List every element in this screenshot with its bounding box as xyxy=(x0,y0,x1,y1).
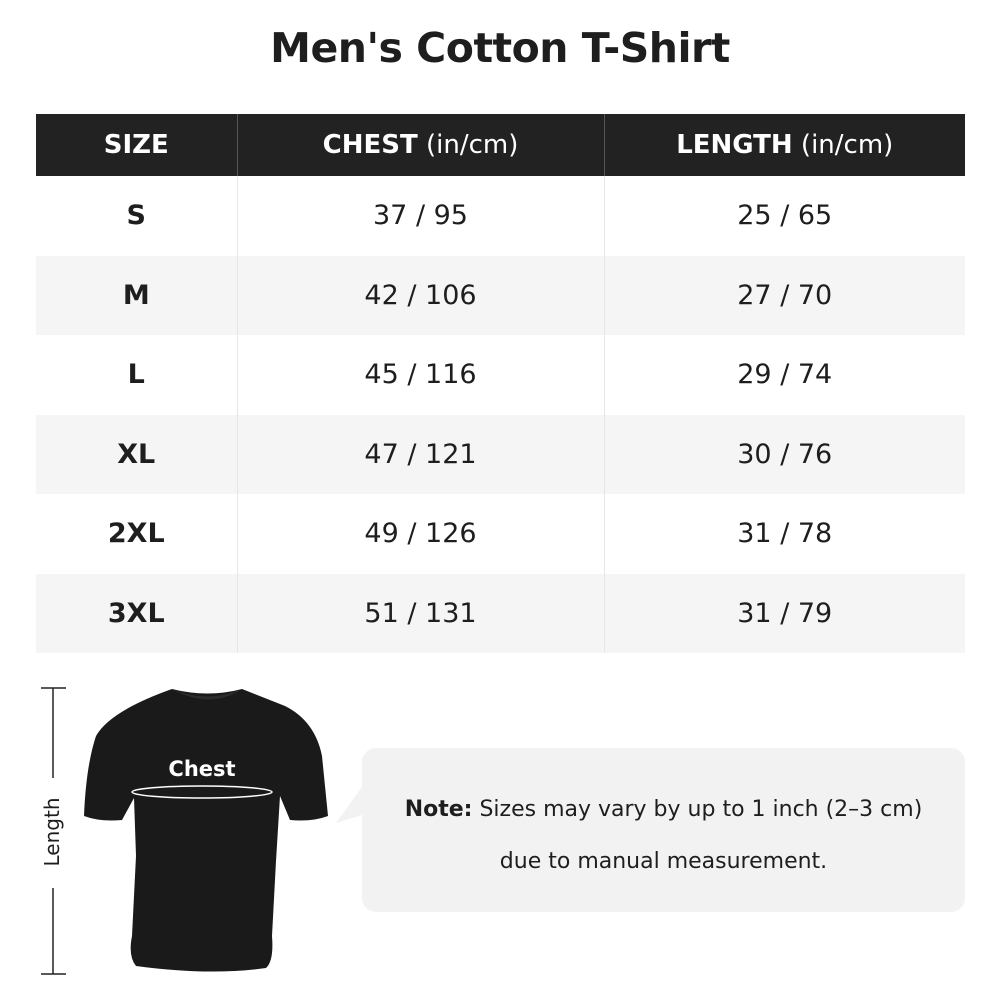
chest-measure-ellipse xyxy=(131,785,273,799)
table-row: 3XL 51 / 131 31 / 79 xyxy=(36,573,965,653)
header-unit: (in/cm) xyxy=(792,130,894,160)
chest-cell: 51 / 131 xyxy=(237,573,605,653)
size-chart-table: SIZE CHEST (in/cm) LENGTH (in/cm) S 37 / … xyxy=(36,114,965,653)
length-cell: 30 / 76 xyxy=(604,414,965,494)
size-cell: L xyxy=(36,335,238,415)
size-cell: M xyxy=(36,255,238,335)
size-cell: 3XL xyxy=(36,573,238,653)
page-title: Men's Cotton T-Shirt xyxy=(270,24,730,72)
table-row: XL 47 / 121 30 / 76 xyxy=(36,414,965,494)
header-label: CHEST xyxy=(322,130,418,160)
note-line-2: due to manual measurement. xyxy=(499,849,828,874)
table-row: L 45 / 116 29 / 74 xyxy=(36,335,965,415)
header-label: LENGTH xyxy=(676,130,793,160)
table-row: 2XL 49 / 126 31 / 78 xyxy=(36,494,965,574)
speech-bubble-tail xyxy=(336,787,362,823)
length-label: Length xyxy=(40,797,64,867)
length-measure-line xyxy=(41,687,66,975)
tshirt-image xyxy=(84,689,328,972)
size-cell: XL xyxy=(36,414,238,494)
length-cell: 31 / 79 xyxy=(604,573,965,653)
header-unit: (in/cm) xyxy=(417,130,519,160)
length-cell: 27 / 70 xyxy=(604,255,965,335)
header-size: SIZE xyxy=(36,114,238,176)
note-line-1: Note: Sizes may vary by up to 1 inch (2–… xyxy=(362,784,965,836)
note-label: Note: xyxy=(404,797,473,822)
size-cell: S xyxy=(36,176,238,256)
chest-cell: 37 / 95 xyxy=(237,176,605,256)
table-row: M 42 / 106 27 / 70 xyxy=(36,255,965,335)
length-cell: 31 / 78 xyxy=(737,518,833,550)
note-text: Sizes may vary by up to 1 inch (2–3 cm) xyxy=(472,797,923,822)
table-header-row: SIZE CHEST (in/cm) LENGTH (in/cm) xyxy=(36,114,965,176)
header-length: LENGTH (in/cm) xyxy=(604,114,965,176)
chest-label: Chest xyxy=(168,757,236,781)
chest-cell: 45 / 116 xyxy=(237,335,605,415)
header-label: SIZE xyxy=(103,130,169,160)
length-cell: 29 / 74 xyxy=(737,359,833,391)
size-cell: 2XL xyxy=(36,494,238,574)
tshirt-shape xyxy=(84,689,328,972)
table-row: S 37 / 95 25 / 65 xyxy=(36,176,965,256)
chest-cell: 47 / 121 xyxy=(237,414,605,494)
header-chest: CHEST (in/cm) xyxy=(237,114,605,176)
chest-cell: 42 / 106 xyxy=(237,255,605,335)
chest-cell: 49 / 126 xyxy=(237,494,605,574)
length-cell: 25 / 65 xyxy=(737,200,833,232)
note-box: Note: Sizes may vary by up to 1 inch (2–… xyxy=(362,748,965,912)
